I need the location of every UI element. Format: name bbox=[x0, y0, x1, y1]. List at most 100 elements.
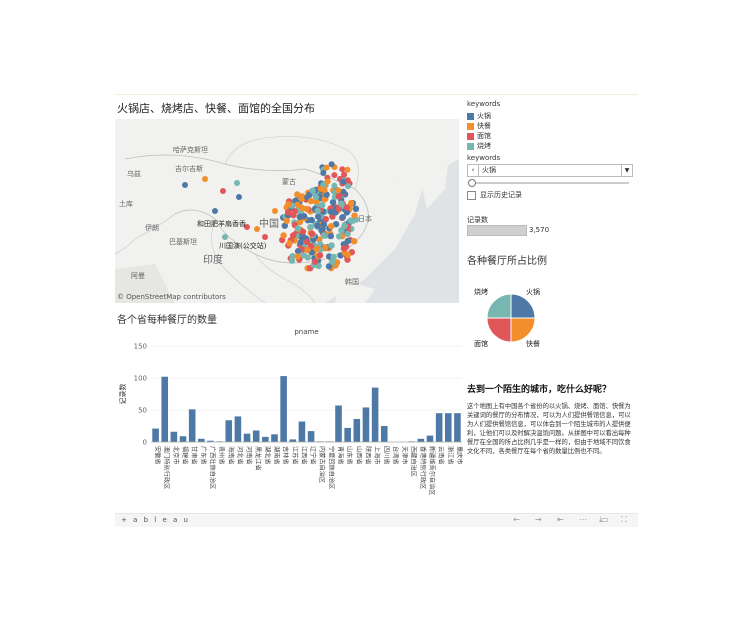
legend-item-bbq[interactable]: 烧烤 bbox=[467, 141, 637, 151]
fullscreen-icon[interactable]: ⛶ bbox=[621, 515, 627, 524]
map-point[interactable] bbox=[341, 171, 348, 178]
legend-item-hotpot[interactable]: 火锅 bbox=[467, 111, 637, 121]
map-point[interactable] bbox=[234, 180, 240, 186]
map-point[interactable] bbox=[280, 232, 287, 239]
map-point[interactable] bbox=[323, 164, 330, 171]
history-toggle[interactable]: 显示历史记录 bbox=[467, 190, 522, 200]
map-point[interactable] bbox=[281, 222, 288, 229]
map-point[interactable] bbox=[328, 242, 335, 249]
map-point[interactable] bbox=[319, 201, 326, 209]
map-point[interactable] bbox=[340, 178, 346, 185]
map-point[interactable] bbox=[299, 204, 306, 212]
map-point[interactable] bbox=[244, 224, 250, 230]
map-point[interactable] bbox=[351, 238, 358, 245]
bar[interactable] bbox=[207, 440, 214, 442]
map-point[interactable] bbox=[313, 245, 321, 252]
history-checkbox[interactable] bbox=[467, 190, 476, 200]
map-point[interactable] bbox=[262, 234, 268, 240]
map-point[interactable] bbox=[322, 216, 329, 223]
bar[interactable] bbox=[335, 405, 342, 442]
map-point[interactable] bbox=[343, 204, 350, 211]
map-point[interactable] bbox=[344, 230, 351, 237]
map-point[interactable] bbox=[291, 208, 298, 215]
map-point[interactable] bbox=[315, 262, 322, 270]
map-point[interactable] bbox=[307, 224, 314, 231]
bar[interactable] bbox=[426, 435, 434, 442]
legend-item-fastfood[interactable]: 快餐 bbox=[467, 121, 637, 131]
map-point[interactable] bbox=[310, 236, 317, 243]
map-point[interactable] bbox=[340, 188, 347, 195]
map-point[interactable] bbox=[324, 178, 331, 185]
map-point[interactable] bbox=[296, 213, 303, 220]
map-point[interactable] bbox=[328, 258, 336, 265]
map-point[interactable] bbox=[182, 182, 188, 188]
bar[interactable] bbox=[152, 428, 159, 442]
map-point[interactable] bbox=[236, 194, 242, 200]
bar[interactable] bbox=[161, 376, 169, 442]
slider-handle[interactable] bbox=[468, 179, 476, 187]
map-point[interactable] bbox=[296, 218, 304, 226]
map-point[interactable] bbox=[331, 172, 338, 179]
bar[interactable] bbox=[262, 436, 269, 442]
map-point[interactable] bbox=[318, 227, 325, 234]
bar[interactable] bbox=[271, 434, 278, 442]
map-point[interactable] bbox=[340, 245, 348, 252]
map-point[interactable] bbox=[288, 257, 296, 264]
bar[interactable] bbox=[225, 420, 233, 442]
map-point[interactable] bbox=[308, 230, 316, 237]
pie-slice[interactable] bbox=[510, 317, 536, 343]
map-point[interactable] bbox=[338, 200, 345, 208]
map-point[interactable] bbox=[320, 221, 327, 228]
bar[interactable] bbox=[179, 436, 187, 442]
map-point[interactable] bbox=[222, 234, 228, 240]
map-point[interactable] bbox=[307, 197, 315, 205]
map-point[interactable] bbox=[284, 209, 292, 216]
bar[interactable] bbox=[362, 407, 370, 442]
map-point[interactable] bbox=[351, 212, 358, 219]
map-point[interactable] bbox=[286, 240, 293, 247]
present-icon[interactable]: ▭ bbox=[601, 515, 609, 524]
map-point[interactable] bbox=[349, 217, 357, 224]
keywords-slider[interactable] bbox=[468, 179, 629, 187]
map-point[interactable] bbox=[344, 166, 351, 173]
map-point[interactable] bbox=[345, 183, 351, 190]
map-point[interactable] bbox=[328, 223, 335, 230]
bar[interactable] bbox=[252, 430, 260, 442]
map-point[interactable] bbox=[327, 208, 335, 215]
map-point[interactable] bbox=[294, 248, 302, 255]
bar[interactable] bbox=[170, 431, 178, 442]
map-point[interactable] bbox=[339, 214, 346, 221]
bar[interactable] bbox=[243, 433, 251, 442]
map-point[interactable] bbox=[321, 187, 328, 193]
map-point[interactable] bbox=[343, 209, 350, 216]
redo-icon[interactable]: → bbox=[535, 515, 542, 524]
map-point[interactable] bbox=[254, 226, 260, 232]
restaurant-points[interactable] bbox=[115, 119, 459, 303]
map-point[interactable] bbox=[202, 176, 208, 182]
bar[interactable] bbox=[307, 431, 315, 442]
bar[interactable] bbox=[380, 426, 388, 442]
bar[interactable] bbox=[444, 413, 452, 442]
map-point[interactable] bbox=[283, 217, 290, 224]
map-point[interactable] bbox=[320, 232, 328, 239]
map-point[interactable] bbox=[332, 221, 340, 228]
map-point[interactable] bbox=[335, 233, 343, 240]
map-point[interactable] bbox=[303, 238, 311, 246]
map-point[interactable] bbox=[339, 166, 346, 173]
map-point[interactable] bbox=[298, 195, 305, 202]
revert-icon[interactable]: ⇤ bbox=[557, 515, 564, 524]
pie-slice[interactable] bbox=[486, 317, 512, 343]
bar[interactable] bbox=[188, 409, 196, 442]
distribution-map[interactable]: 哈萨克斯坦 吉尔吉斯 乌兹 土库 蒙古 中国 日本 巴基斯坦 伊朗 印度 阿曼 … bbox=[115, 119, 459, 303]
map-point[interactable] bbox=[320, 170, 327, 176]
map-point[interactable] bbox=[323, 191, 330, 198]
undo-icon[interactable]: ← bbox=[513, 515, 520, 524]
bar[interactable] bbox=[435, 413, 443, 442]
bar[interactable] bbox=[234, 416, 242, 442]
map-point[interactable] bbox=[311, 258, 319, 265]
map-point[interactable] bbox=[322, 244, 329, 251]
map-point[interactable] bbox=[347, 199, 355, 207]
bar[interactable] bbox=[298, 421, 306, 442]
map-point[interactable] bbox=[294, 253, 301, 260]
